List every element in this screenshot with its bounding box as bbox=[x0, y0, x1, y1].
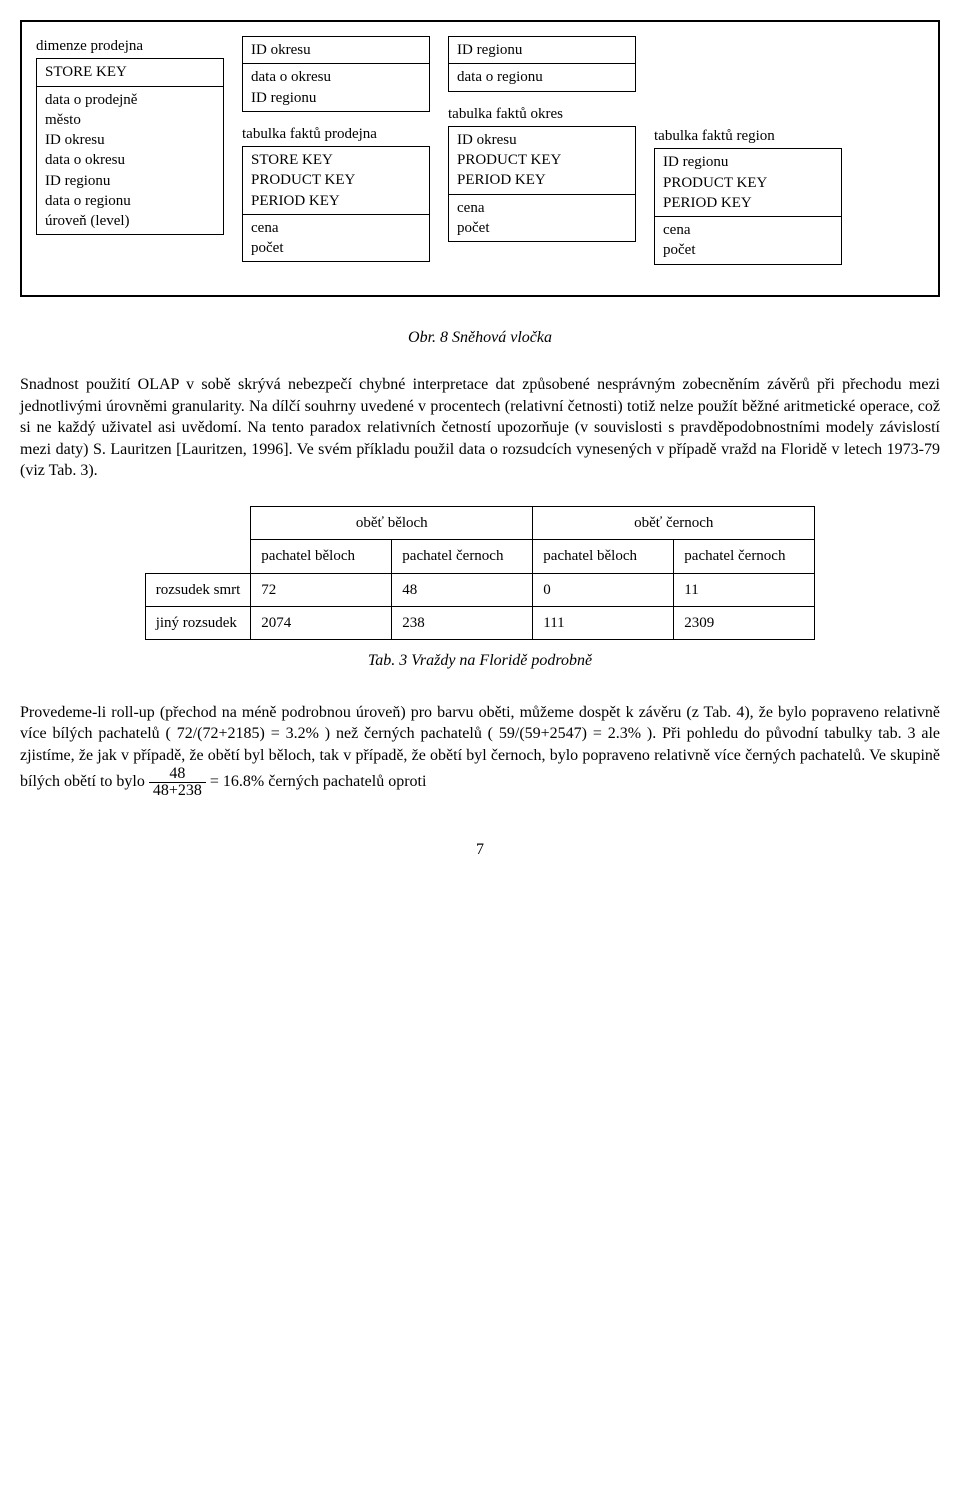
sentence-table: oběť běloch oběť černoch pachatel běloch… bbox=[145, 506, 816, 640]
table-cell: 48 bbox=[392, 573, 533, 606]
fraction: 48 48+238 bbox=[149, 766, 206, 799]
page-number: 7 bbox=[20, 839, 940, 861]
entity-body: cena počet bbox=[654, 217, 842, 265]
body-paragraph-1: Snadnost použití OLAP v sobě skrývá nebe… bbox=[20, 374, 940, 482]
table-cell: 72 bbox=[251, 573, 392, 606]
entity-body: cena počet bbox=[242, 215, 430, 263]
entity-id-okresu: ID okresu data o okresu ID regionu bbox=[242, 36, 430, 112]
entity-title: tabulka faktů prodejna bbox=[242, 124, 430, 144]
entity-body: data o prodejně město ID okresu data o o… bbox=[36, 87, 224, 236]
table-cell: 238 bbox=[392, 606, 533, 639]
entity-header: STORE KEY PRODUCT KEY PERIOD KEY bbox=[242, 146, 430, 215]
table-col-header: pachatel černoch bbox=[392, 540, 533, 573]
table-cell: 2309 bbox=[674, 606, 815, 639]
table-cell: 111 bbox=[533, 606, 674, 639]
table-caption: Tab. 3 Vraždy na Floridě podrobně bbox=[20, 650, 940, 672]
entity-title: tabulka faktů okres bbox=[448, 104, 636, 124]
entity-body: cena počet bbox=[448, 195, 636, 243]
body-paragraph-2: Provedeme-li roll-up (přechod na méně po… bbox=[20, 702, 940, 800]
table-row: rozsudek smrt 72 48 0 11 bbox=[145, 573, 815, 606]
entity-header: ID okresu bbox=[242, 36, 430, 64]
entity-faktu-prodejna: STORE KEY PRODUCT KEY PERIOD KEY cena po… bbox=[242, 146, 430, 262]
entity-body: data o okresu ID regionu bbox=[242, 64, 430, 112]
entity-faktu-region: ID regionu PRODUCT KEY PERIOD KEY cena p… bbox=[654, 148, 842, 264]
table-cell: 0 bbox=[533, 573, 674, 606]
entity-header: STORE KEY bbox=[36, 58, 224, 86]
entity-faktu-okres: ID okresu PRODUCT KEY PERIOD KEY cena po… bbox=[448, 126, 636, 242]
table-group-header: oběť černoch bbox=[533, 507, 815, 540]
entity-id-regionu: ID regionu data o regionu bbox=[448, 36, 636, 92]
table-row: jiný rozsudek 2074 238 111 2309 bbox=[145, 606, 815, 639]
paragraph-text: = 16.8% černých pachatelů oproti bbox=[210, 774, 427, 791]
table-col-header: pachatel běloch bbox=[533, 540, 674, 573]
entity-header: ID okresu PRODUCT KEY PERIOD KEY bbox=[448, 126, 636, 195]
entity-header: ID regionu bbox=[448, 36, 636, 64]
entity-header: ID regionu PRODUCT KEY PERIOD KEY bbox=[654, 148, 842, 217]
entity-body: data o regionu bbox=[448, 64, 636, 91]
figure-caption: Obr. 8 Sněhová vločka bbox=[20, 327, 940, 349]
entity-title: dimenze prodejna bbox=[36, 36, 224, 56]
table-row-label: rozsudek smrt bbox=[145, 573, 251, 606]
snowflake-diagram: dimenze prodejna STORE KEY data o prodej… bbox=[20, 20, 940, 297]
entity-dimenze-prodejna: STORE KEY data o prodejně město ID okres… bbox=[36, 58, 224, 235]
table-cell: 11 bbox=[674, 573, 815, 606]
table-col-header: pachatel běloch bbox=[251, 540, 392, 573]
fraction-denominator: 48+238 bbox=[149, 783, 206, 799]
table-col-header: pachatel černoch bbox=[674, 540, 815, 573]
entity-title: tabulka faktů region bbox=[654, 126, 842, 146]
fraction-numerator: 48 bbox=[149, 766, 206, 783]
table-row-label: jiný rozsudek bbox=[145, 606, 251, 639]
table-group-header: oběť běloch bbox=[251, 507, 533, 540]
table-cell: 2074 bbox=[251, 606, 392, 639]
